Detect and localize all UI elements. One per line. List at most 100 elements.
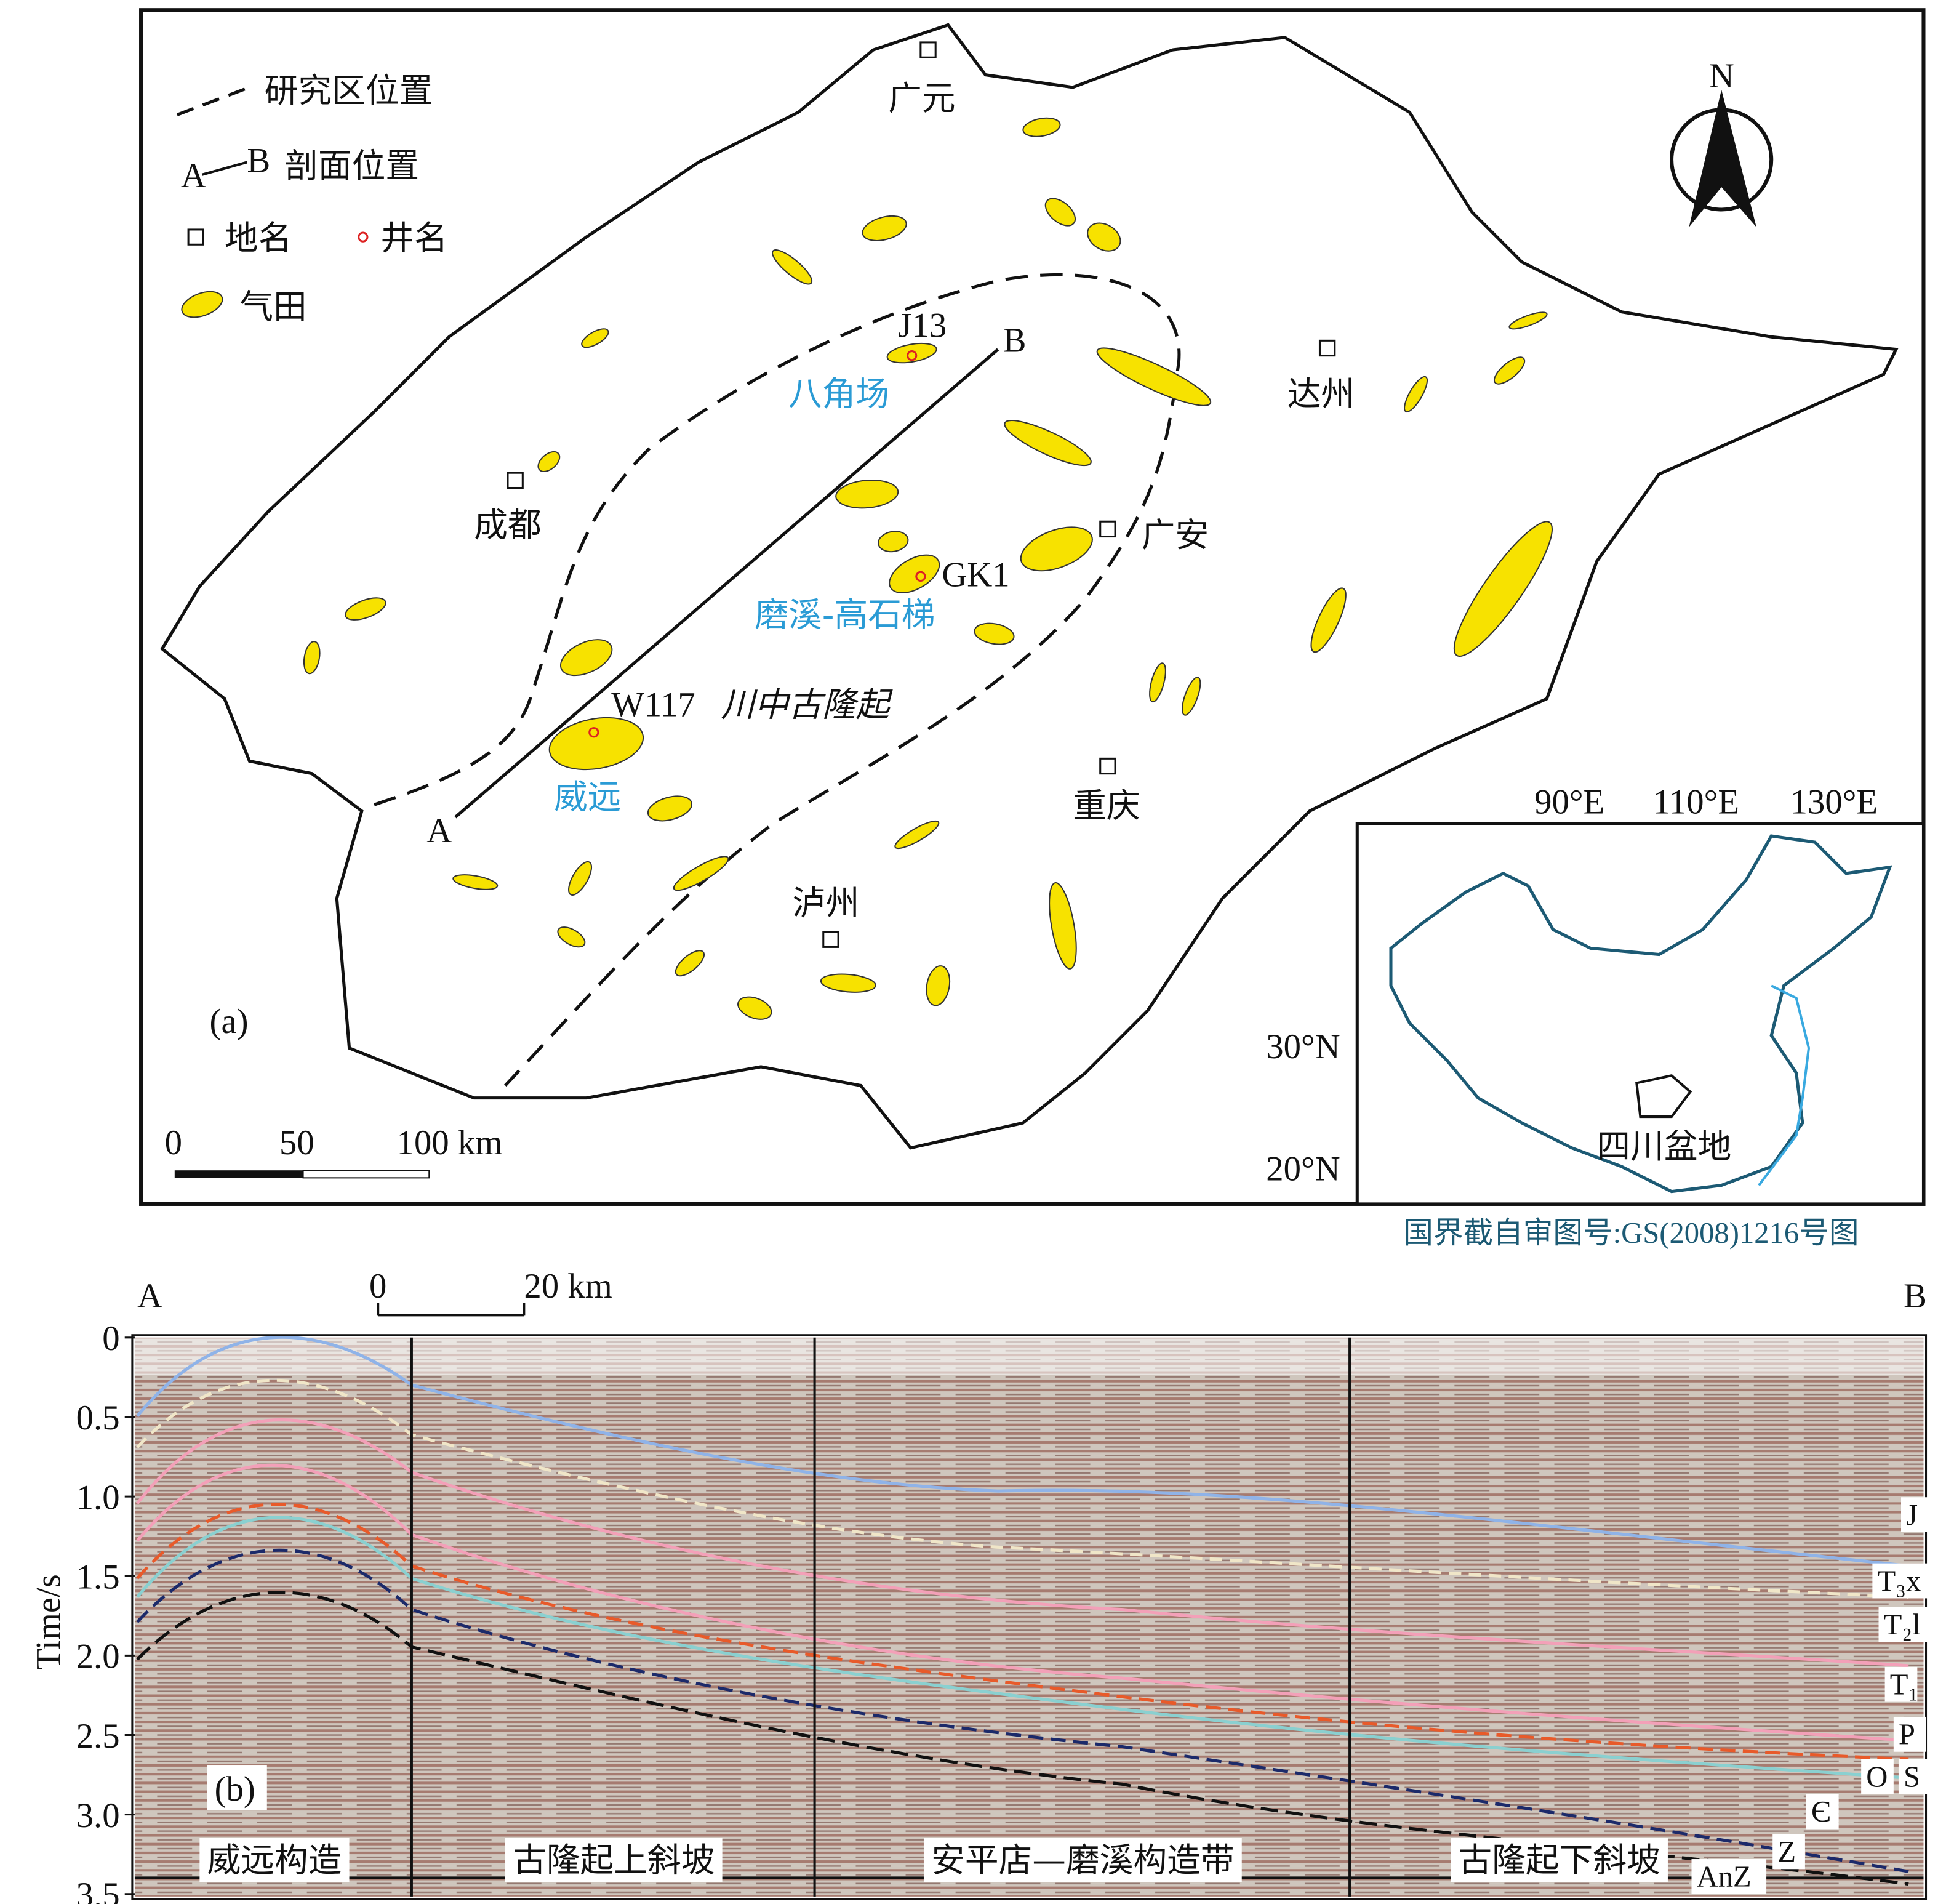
well-label: J13 bbox=[898, 306, 947, 345]
lon-label: 130°E bbox=[1790, 783, 1878, 822]
gas-field bbox=[926, 965, 951, 1006]
field-label: 威远 bbox=[554, 777, 621, 816]
basin-outline bbox=[160, 23, 1899, 1150]
label-box bbox=[1898, 1759, 1931, 1794]
gas-field bbox=[1020, 526, 1093, 572]
gas-field bbox=[568, 861, 593, 896]
gas-field bbox=[1453, 521, 1553, 657]
gas-field bbox=[894, 820, 940, 850]
legend-text: 井名 bbox=[380, 218, 447, 257]
gas-field bbox=[345, 597, 386, 621]
label-box bbox=[1900, 1497, 1934, 1532]
legend-line bbox=[201, 161, 247, 176]
label-box bbox=[199, 1838, 350, 1882]
gas-field bbox=[548, 717, 644, 771]
scale-label: 50 bbox=[279, 1123, 314, 1162]
horizon-label: P bbox=[1899, 1718, 1915, 1751]
horizon-label: J bbox=[1906, 1498, 1918, 1532]
horizon-label: T₂l bbox=[1884, 1608, 1921, 1641]
gas-field bbox=[452, 874, 499, 890]
horizon-label: Z bbox=[1777, 1835, 1796, 1868]
scale-label: 100 km bbox=[397, 1123, 503, 1162]
y-tick-label: 1.5 bbox=[76, 1557, 120, 1596]
section-line bbox=[454, 348, 999, 819]
y-tick-label: 0.5 bbox=[76, 1399, 120, 1437]
label-box bbox=[1893, 1716, 1926, 1752]
gas-field bbox=[581, 328, 609, 348]
gas-field bbox=[1087, 222, 1121, 252]
seismic-image bbox=[134, 1337, 1924, 1897]
place-label: 泸州 bbox=[792, 883, 859, 923]
label-box bbox=[1878, 1607, 1934, 1642]
gas-field bbox=[675, 950, 705, 977]
place-label: 重庆 bbox=[1073, 786, 1140, 825]
lon-label: 90°E bbox=[1534, 783, 1604, 822]
gas-field bbox=[1004, 420, 1092, 467]
label-box bbox=[1451, 1838, 1668, 1882]
y-tick-label: 3.0 bbox=[76, 1796, 120, 1835]
gas-field bbox=[1149, 662, 1166, 703]
legend-place bbox=[187, 228, 204, 246]
label-box bbox=[1806, 1794, 1839, 1830]
gas-field bbox=[537, 451, 561, 472]
gas-field bbox=[647, 795, 693, 822]
horizon-label: Є bbox=[1811, 1795, 1831, 1828]
inset-caption: 国界截自审图号:GS(2008)1216号图 bbox=[1403, 1216, 1859, 1250]
study-area bbox=[374, 273, 1181, 1087]
legend-text: 剖面位置 bbox=[284, 146, 419, 185]
label-box bbox=[1884, 1666, 1918, 1702]
gas-field bbox=[1049, 882, 1077, 970]
horizons bbox=[135, 1335, 1909, 1886]
lat-label: 20°N bbox=[1266, 1149, 1340, 1188]
gas-field bbox=[974, 622, 1015, 645]
y-tick-label: 1.0 bbox=[76, 1478, 120, 1517]
map-label: (a) bbox=[210, 1002, 249, 1041]
y-tick-label: 2.5 bbox=[76, 1717, 120, 1756]
gas-field bbox=[820, 973, 876, 993]
gas-field bbox=[1493, 356, 1526, 385]
gas-field bbox=[303, 641, 321, 675]
legend-dash bbox=[176, 86, 250, 116]
gas-fields bbox=[303, 117, 1553, 1020]
gas-field bbox=[889, 554, 940, 594]
lat-label: 30°N bbox=[1266, 1027, 1340, 1066]
field-label: 八角场 bbox=[788, 374, 889, 414]
label-box bbox=[1872, 1563, 1928, 1599]
horizon-label: S bbox=[1904, 1760, 1920, 1793]
legend-field bbox=[181, 291, 223, 318]
coastline bbox=[1758, 984, 1811, 1186]
section-end: B bbox=[1904, 1277, 1927, 1316]
label-box bbox=[1691, 1859, 1767, 1894]
north-arrow bbox=[1689, 89, 1756, 227]
gas-field bbox=[1508, 311, 1548, 330]
legend-a: A bbox=[181, 156, 206, 195]
seismic-top bbox=[134, 1337, 1924, 1375]
gas-field bbox=[886, 342, 937, 364]
horizon-label: AnZ bbox=[1697, 1860, 1752, 1894]
label-box bbox=[505, 1838, 723, 1882]
legend-text: 地名 bbox=[225, 218, 292, 257]
y-tick-label: 2.0 bbox=[76, 1637, 120, 1676]
label-box bbox=[1772, 1834, 1805, 1870]
y-tick-label: 3.5 bbox=[76, 1876, 120, 1904]
zone-label: 安平店—磨溪构造带 bbox=[931, 1840, 1234, 1879]
y-title: Time/s bbox=[29, 1574, 68, 1670]
y-tick-label: 0 bbox=[102, 1319, 119, 1358]
zone-label: 古隆起上斜坡 bbox=[513, 1840, 715, 1879]
gas-field bbox=[1182, 677, 1201, 716]
basin-inset bbox=[1635, 1074, 1692, 1119]
china-outline bbox=[1389, 834, 1892, 1194]
place-label: 达州 bbox=[1287, 374, 1355, 414]
lon-label: 110°E bbox=[1653, 783, 1739, 822]
gas-field bbox=[559, 639, 613, 677]
place-label: 成都 bbox=[474, 505, 541, 545]
section-label: (b) bbox=[215, 1770, 255, 1809]
inset-basin: 四川盆地 bbox=[1596, 1127, 1731, 1166]
gas-field bbox=[878, 531, 909, 553]
field-label: 磨溪-高石梯 bbox=[755, 595, 935, 634]
horizon-label: O bbox=[1866, 1760, 1888, 1793]
legend-b: B bbox=[247, 142, 270, 180]
scale-label: 20 km bbox=[524, 1267, 612, 1306]
